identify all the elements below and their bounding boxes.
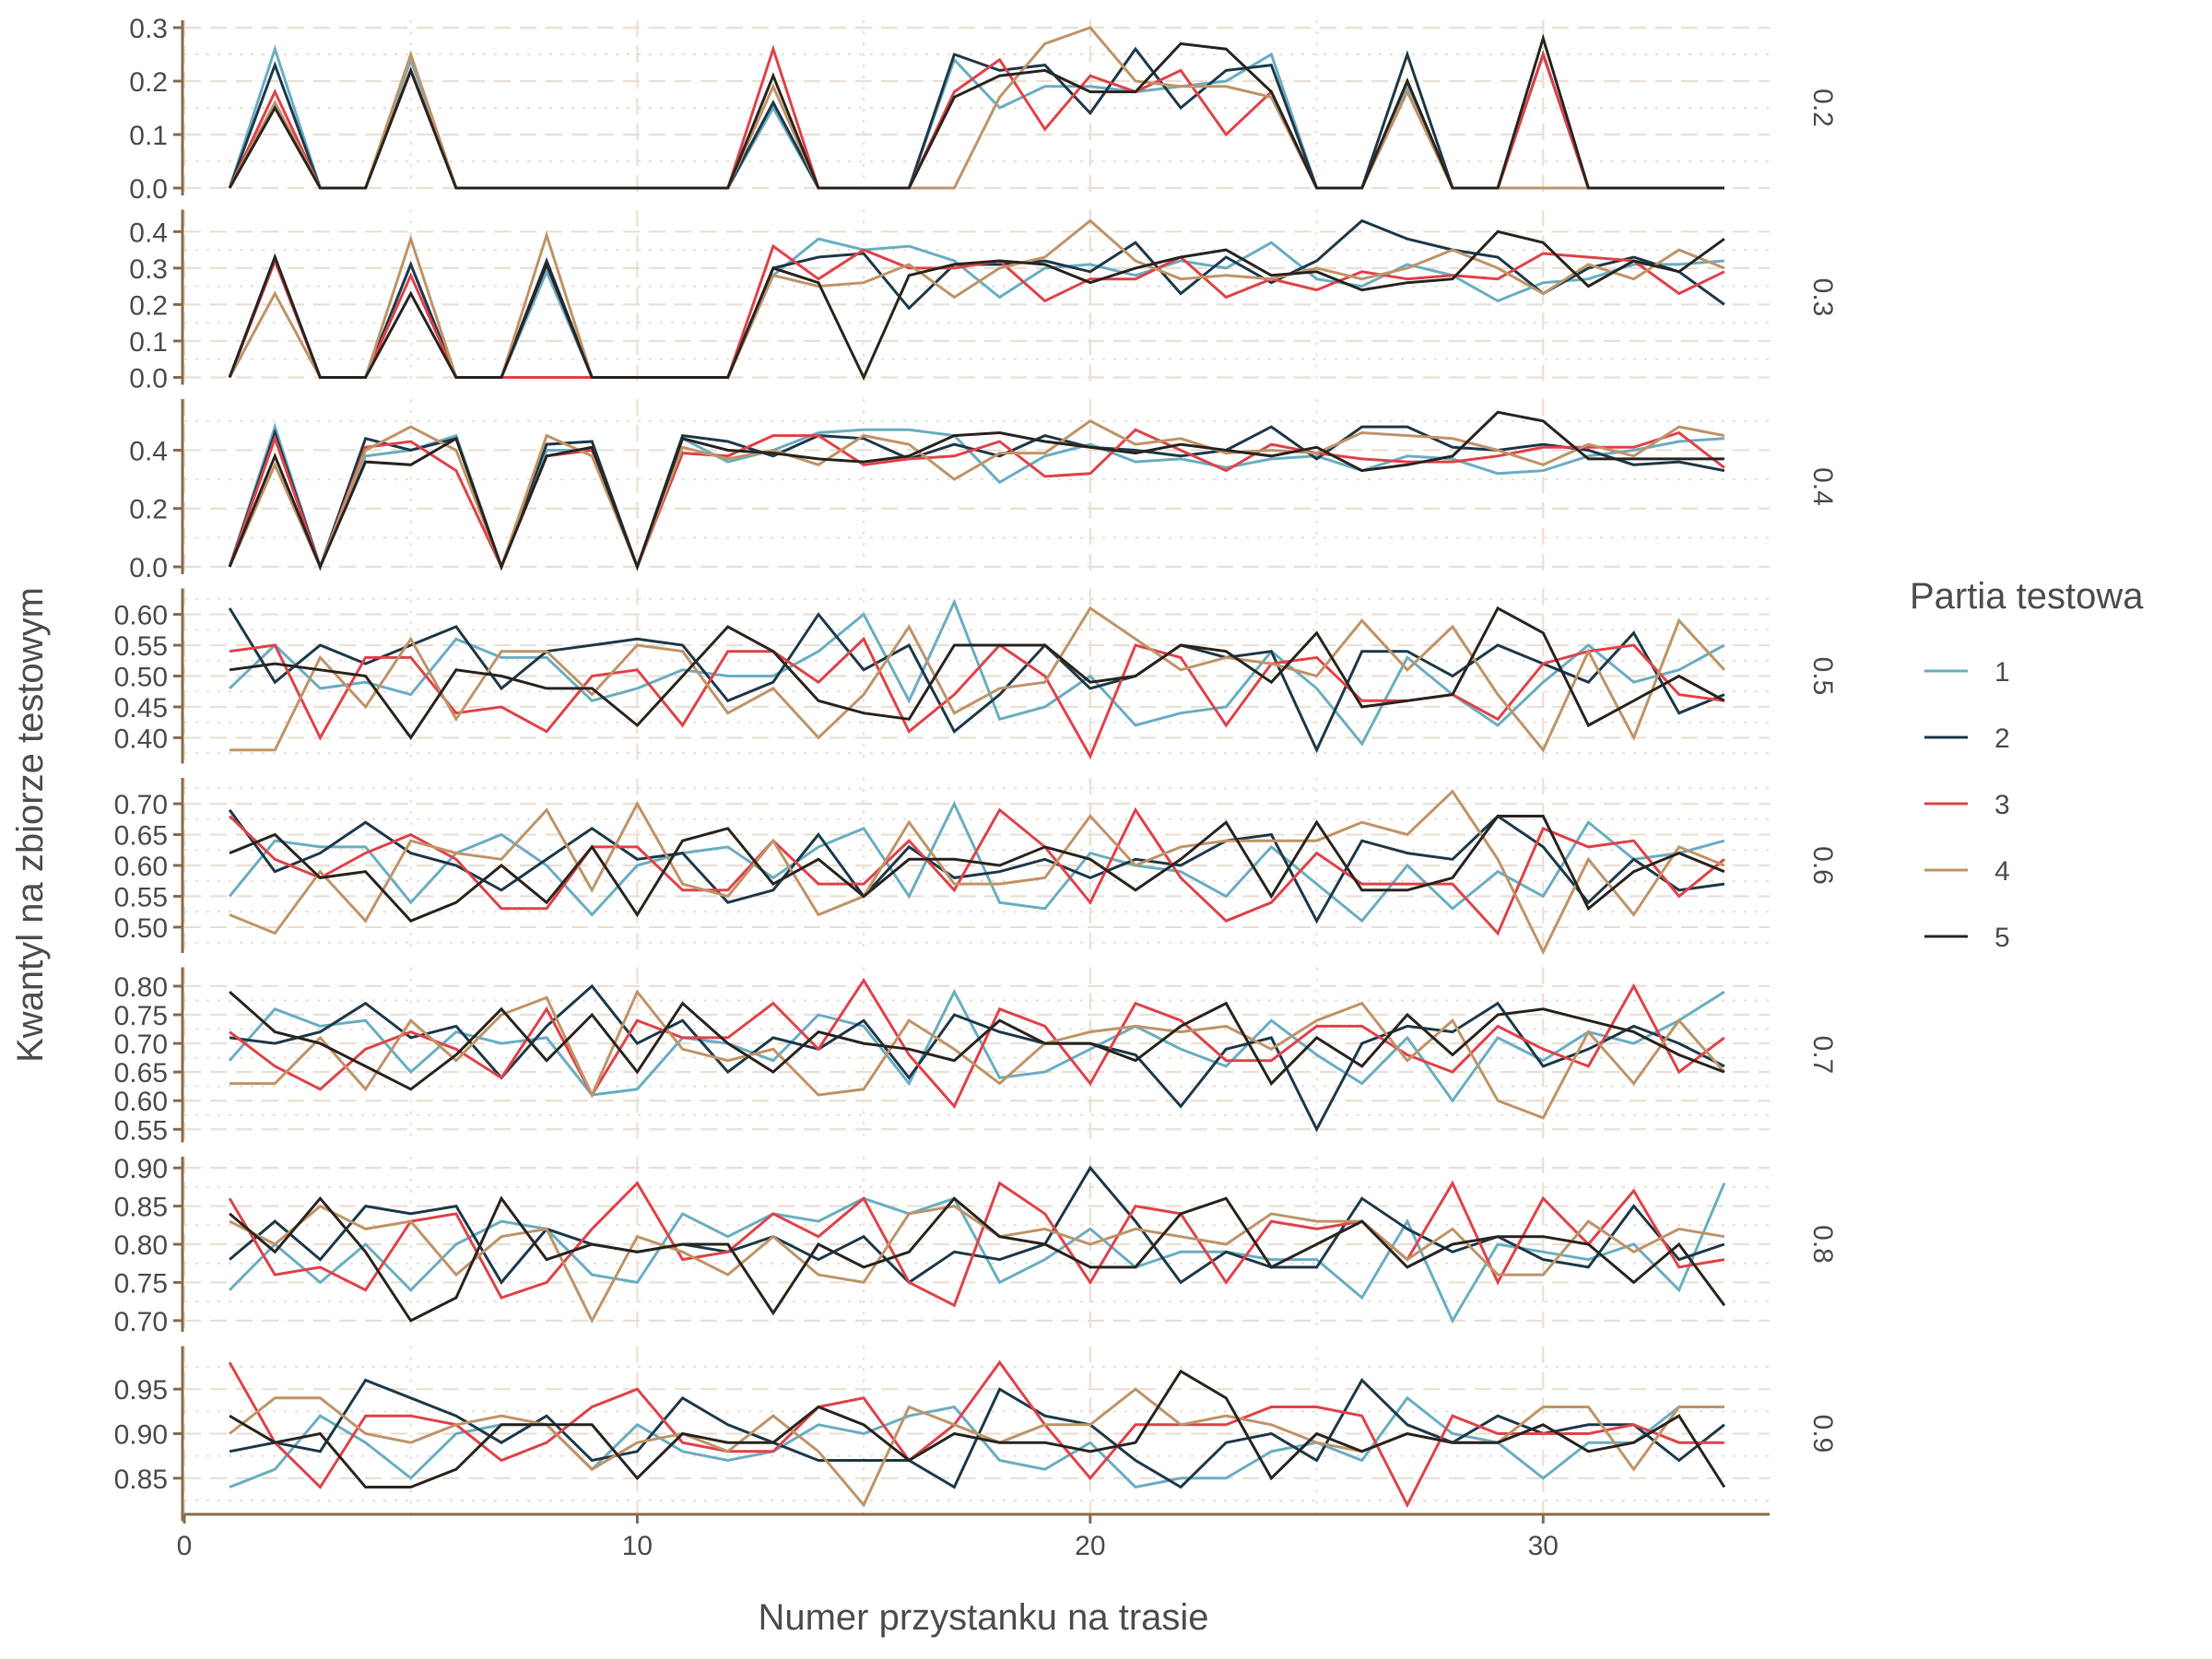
x-axis-title: Numer przystanku na trasie bbox=[758, 1597, 1208, 1638]
y-tick-label: 0.70 bbox=[114, 1030, 168, 1060]
panel-0.6: 0.500.550.600.650.70 0.6 bbox=[114, 778, 1838, 956]
y-tick-label: 0.45 bbox=[114, 693, 168, 724]
series-line-2 bbox=[229, 983, 1725, 1133]
series-line-5 bbox=[229, 1369, 1726, 1488]
series-line-3 bbox=[228, 428, 1725, 571]
y-tick-label: 0.4 bbox=[129, 218, 168, 248]
panel-0.4: 0.0 0.2 0.4 0.4 bbox=[129, 399, 1838, 583]
series-line-3 bbox=[228, 1359, 1724, 1509]
series-line-3 bbox=[229, 977, 1725, 1110]
series-line-5 bbox=[229, 606, 1725, 741]
y-tick-label: 0.50 bbox=[114, 663, 168, 693]
panel-0.7: 0.550.600.650.700.750.80 0.7 bbox=[114, 967, 1838, 1146]
series-line-1 bbox=[228, 800, 1725, 924]
series-line-3 bbox=[228, 243, 1725, 379]
y-tick-label: 0.60 bbox=[114, 852, 168, 882]
y-tick-label: 0.70 bbox=[114, 1307, 168, 1337]
y-tick-label: 0.55 bbox=[114, 882, 168, 912]
y-tick-label: 0.60 bbox=[114, 601, 168, 631]
strip-label: 0.7 bbox=[1807, 1036, 1838, 1075]
legend-title: Partia testowa bbox=[1910, 576, 2144, 617]
series-line-5 bbox=[229, 1195, 1726, 1323]
y-tick-label: 0.70 bbox=[114, 790, 168, 820]
y-tick-label: 0.2 bbox=[129, 290, 168, 321]
series-line-4 bbox=[228, 419, 1725, 571]
series-line-4 bbox=[229, 606, 1726, 753]
panel-0.2: 0.0 0.1 0.2 0.3 0.2 bbox=[129, 14, 1838, 205]
series-line-3 bbox=[229, 636, 1725, 759]
strip-label: 0.2 bbox=[1807, 88, 1838, 127]
series-line-5 bbox=[228, 33, 1724, 190]
panel-0.8: 0.70 0.75 0.80 0.85 0.90 0.8 bbox=[114, 1154, 1838, 1337]
strip-label: 0.6 bbox=[1807, 846, 1838, 885]
series-line-5 bbox=[229, 815, 1725, 923]
chart-panels: 0.00.10.20.30.20.00.10.20.30.40.30.00.20… bbox=[114, 14, 1838, 1522]
legend-items: 1 2 3 4 5 bbox=[1924, 657, 2010, 953]
panel-0.9: 0.85 0.90 0.95 0.9 bbox=[114, 1346, 1838, 1522]
y-tick-label: 0.65 bbox=[114, 821, 168, 852]
legend: Partia testowa 1 2 3 4 5 bbox=[1910, 576, 2144, 953]
strip-label: 0.9 bbox=[1807, 1415, 1838, 1453]
series-line-1 bbox=[229, 598, 1725, 747]
x-tick-label: 20 bbox=[1075, 1531, 1105, 1561]
series-line-1 bbox=[228, 44, 1724, 190]
x-tick-label: 30 bbox=[1528, 1531, 1559, 1561]
y-tick-label: 0.85 bbox=[114, 1465, 168, 1495]
series-line-4 bbox=[229, 1387, 1724, 1508]
panel-0.3: 0.0 0.1 0.2 0.3 0.4 0.3 bbox=[129, 209, 1838, 394]
y-tick-label: 0.0 bbox=[129, 364, 168, 394]
series-line-4 bbox=[228, 26, 1724, 190]
y-tick-label: 0.40 bbox=[114, 724, 168, 754]
series-line-4 bbox=[229, 1204, 1725, 1324]
y-tick-label: 0.60 bbox=[114, 1087, 168, 1117]
series-line-5 bbox=[229, 990, 1725, 1091]
y-tick-label: 0.90 bbox=[114, 1420, 168, 1451]
y-tick-label: 0.0 bbox=[129, 553, 168, 583]
y-tick-label: 0.95 bbox=[114, 1375, 168, 1406]
y-tick-label: 0.75 bbox=[114, 1001, 168, 1031]
y-tick-label: 0.80 bbox=[114, 1230, 168, 1261]
series-line-2 bbox=[228, 46, 1724, 190]
y-tick-label: 0.1 bbox=[129, 327, 168, 358]
series-line-4 bbox=[229, 789, 1725, 956]
legend-label-5: 5 bbox=[1994, 923, 2010, 953]
y-tick-label: 0.80 bbox=[114, 972, 168, 1003]
x-axis: 0 10 20 30 bbox=[177, 1512, 1770, 1561]
series-line-2 bbox=[229, 1165, 1725, 1285]
y-tick-label: 0.65 bbox=[114, 1058, 168, 1088]
y-tick-label: 0.0 bbox=[129, 174, 168, 205]
strip-label: 0.3 bbox=[1807, 278, 1838, 317]
y-tick-label: 0.55 bbox=[114, 631, 168, 662]
series-line-5 bbox=[228, 229, 1725, 382]
y-tick-label: 0.2 bbox=[129, 495, 168, 525]
y-tick-label: 0.55 bbox=[114, 1115, 168, 1146]
legend-label-1: 1 bbox=[1994, 657, 2010, 688]
x-tick-label: 0 bbox=[177, 1531, 193, 1561]
y-tick-label: 0.3 bbox=[129, 14, 168, 44]
y-axis-title: Kwantyl na zbiorze testowym bbox=[10, 587, 51, 1063]
legend-label-2: 2 bbox=[1994, 724, 2010, 754]
y-tick-label: 0.2 bbox=[129, 67, 168, 98]
y-tick-label: 0.1 bbox=[129, 121, 168, 151]
y-tick-label: 0.3 bbox=[129, 254, 168, 285]
y-tick-label: 0.75 bbox=[114, 1268, 168, 1299]
legend-label-3: 3 bbox=[1994, 790, 2010, 820]
series-line-5 bbox=[228, 410, 1724, 571]
strip-label: 0.8 bbox=[1807, 1225, 1838, 1264]
y-tick-label: 0.4 bbox=[129, 436, 168, 466]
strip-label: 0.5 bbox=[1807, 657, 1838, 696]
series-line-2 bbox=[228, 808, 1725, 924]
x-tick-label: 10 bbox=[622, 1531, 653, 1561]
y-tick-label: 0.50 bbox=[114, 913, 168, 944]
series-line-2 bbox=[228, 607, 1725, 754]
strip-label: 0.4 bbox=[1807, 467, 1838, 506]
series-line-3 bbox=[228, 44, 1724, 190]
y-tick-label: 0.90 bbox=[114, 1154, 168, 1184]
y-tick-label: 0.85 bbox=[114, 1193, 168, 1223]
panel-0.5: 0.400.450.500.550.60 0.5 bbox=[114, 588, 1838, 764]
series-line-4 bbox=[229, 989, 1726, 1120]
legend-label-4: 4 bbox=[1994, 856, 2010, 887]
